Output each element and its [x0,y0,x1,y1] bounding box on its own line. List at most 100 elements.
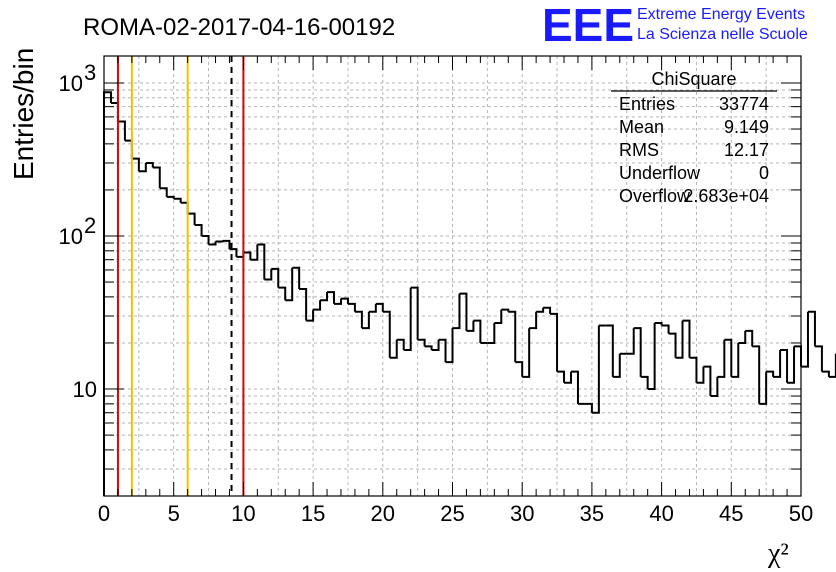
stats-rms-label: RMS [619,140,659,160]
histogram-bin [745,329,754,347]
histogram-bin [361,311,370,330]
histogram-bin [110,101,119,122]
histogram-bin [159,187,168,197]
eee-logo-letters: EEE [542,0,634,51]
histogram-bin [752,345,761,404]
y-axis-label: Entries/bin [8,48,39,180]
histogram-bin [438,338,447,363]
histogram-bin [396,338,405,350]
histogram-bin [473,319,482,343]
histogram-bin [710,376,719,398]
histogram-bin [299,288,308,321]
histogram-bin [640,375,649,390]
histogram-bin [689,356,698,383]
histogram-bin [180,201,189,214]
histogram-bin [222,239,231,250]
histogram-bin [382,310,391,358]
histogram-bin [452,293,461,330]
histogram-bin [591,325,600,414]
histogram-bin [131,157,140,172]
histogram-bin [807,310,816,347]
x-tick-label: 25 [440,501,464,526]
histogram-bin [682,319,691,358]
x-tick-label: 0 [98,501,110,526]
histogram-bin [152,166,161,189]
eee-logo: EEE Extreme Energy Events La Scienza nel… [542,0,808,51]
y-tick-exponent: 3 [84,60,96,85]
stats-underflow-value: 0 [759,163,769,183]
histogram-bin [145,161,154,168]
x-tick-label: 5 [168,501,180,526]
x-tick-label: 30 [510,501,534,526]
histogram-bin [550,312,559,372]
histogram-bin [215,240,224,243]
histogram-bin [780,348,789,383]
histogram-bin [773,349,782,378]
histogram-bin [801,311,809,368]
histogram-bin [201,234,210,245]
histogram-bin [243,251,252,260]
x-axis-label: χ² [767,538,789,569]
x-tick-label: 45 [719,501,743,526]
x-tick-label: 15 [301,501,325,526]
histogram-bin [264,268,273,281]
stats-mean-value: 9.149 [724,117,769,137]
chart-title: ROMA-02-2017-04-16-00192 [83,14,395,41]
histogram-bin [320,292,329,302]
stats-overflow-value: 2.683e+04 [683,186,769,206]
histogram-bin [717,339,726,378]
histogram-bin [368,303,377,313]
histogram-bin [194,223,203,236]
histogram-bin [403,287,412,351]
histogram-bin [306,309,315,322]
histogram-bin [570,370,579,404]
histogram-bin [375,302,384,312]
histogram-series [103,91,836,496]
histogram-bin [605,324,614,377]
histogram-bin [313,300,322,311]
histogram-bin [340,297,349,304]
histogram-bin [431,339,440,351]
stats-box: ChiSquare Entries 33774 Mean 9.149 RMS 1… [611,69,777,206]
histogram-bin [354,310,363,329]
x-tick-label: 40 [649,501,673,526]
histogram-bin [389,339,398,359]
histogram-bin [724,338,733,377]
x-tick-label: 10 [231,501,255,526]
histogram-bin [731,342,740,378]
stats-entries-value: 33774 [719,94,769,114]
axis-ticks [103,56,802,497]
histogram-bin [738,330,747,344]
histogram-bin [633,327,642,377]
eee-logo-line2: La Scienza nelle Scuole [637,26,808,43]
histogram-bin [675,320,684,359]
histogram-bin [529,311,538,330]
histogram-bin [654,322,663,326]
histogram-bin [522,328,531,378]
histogram-bin [347,302,356,312]
eee-logo-line1: Extreme Energy Events [637,6,805,23]
histogram-bin [285,267,294,302]
stats-entries-label: Entries [619,94,675,114]
histogram-bin [661,324,670,334]
histogram-bin [124,139,133,159]
y-tick-label: 10 [59,71,83,96]
histogram-bin [271,267,280,288]
histogram-bin [668,332,677,358]
histogram-bin [821,370,830,377]
histogram-bin [466,320,475,332]
histogram-bin [828,353,836,378]
histogram-bin [166,195,175,199]
stats-underflow-label: Underflow [619,163,701,183]
x-tick-label: 50 [789,501,813,526]
histogram-bin [508,310,517,363]
histogram-bin [787,346,796,384]
histogram-bin [557,370,566,383]
histogram-bin [647,323,656,391]
histogram-bin [138,162,147,173]
y-tick-label: 10 [59,224,83,249]
histogram-bin [696,366,705,384]
histogram-bin [501,308,510,312]
